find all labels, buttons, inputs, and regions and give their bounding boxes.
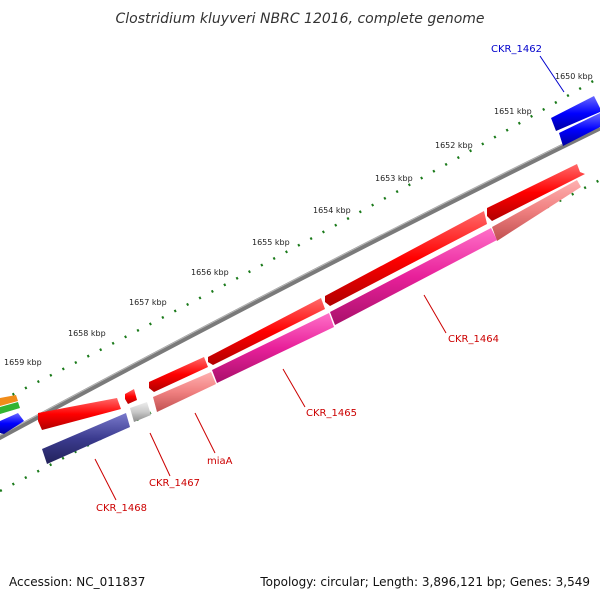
gene-ckr1462-reverse[interactable]	[559, 113, 600, 146]
gene-label-ckr1465[interactable]: CKR_1465	[306, 408, 357, 419]
leader-ckr1468	[94, 458, 117, 501]
gene-partial-green[interactable]	[0, 402, 20, 414]
gene-miaA-forward[interactable]	[149, 357, 208, 392]
gene-ckr1464-forward[interactable]	[325, 211, 487, 306]
gene-partial-orange[interactable]	[0, 395, 18, 406]
leader-ckr1465	[282, 368, 306, 408]
tick-label: 1657 kbp	[129, 298, 167, 307]
tick-label: 1658 kbp	[68, 329, 106, 338]
gene-label-ckr1462[interactable]: CKR_1462	[491, 44, 542, 55]
gene-label-ckr1468[interactable]: CKR_1468	[96, 503, 147, 514]
gene-ckr1463-reverse[interactable]	[492, 180, 581, 241]
leader-miaA	[194, 412, 216, 454]
gene-label-ckr1467[interactable]: CKR_1467	[149, 478, 200, 489]
tick-ring-outer	[0, 78, 596, 403]
tick-label: 1659 kbp	[4, 358, 42, 367]
gene-label-miaA[interactable]: miaA	[207, 456, 233, 467]
leader-ckr1467	[149, 432, 171, 477]
tick-label: 1650 kbp	[555, 72, 593, 81]
genome-backbone	[0, 125, 600, 441]
tick-label: 1655 kbp	[252, 238, 290, 247]
gene-ckr1465-forward[interactable]	[208, 298, 325, 365]
gene-ckr1467-reverse[interactable]	[130, 402, 151, 422]
gene-ckr1468-forward[interactable]	[38, 398, 121, 430]
leader-ckr1462	[539, 55, 565, 93]
leader-ckr1464	[423, 294, 447, 334]
summary-text: Topology: circular; Length: 3,896,121 bp…	[259, 575, 590, 589]
accession-text: Accession: NC_011837	[9, 575, 145, 589]
gene-partial-blue[interactable]	[0, 413, 24, 434]
gene-ckr1463-forward[interactable]	[487, 164, 585, 221]
gene-ckr1467-forward[interactable]	[125, 389, 137, 404]
tick-label: 1656 kbp	[191, 268, 229, 277]
tick-label: 1652 kbp	[435, 141, 473, 150]
gene-miaA-reverse[interactable]	[153, 372, 216, 412]
tick-label: 1653 kbp	[375, 174, 413, 183]
tick-label: 1654 kbp	[313, 206, 351, 215]
gene-ckr1465-reverse[interactable]	[212, 313, 334, 383]
tick-label: 1651 kbp	[494, 107, 532, 116]
gene-ckr1464-reverse[interactable]	[330, 228, 497, 325]
gene-ckr1462-forward[interactable]	[551, 96, 600, 131]
gene-ckr1468-reverse[interactable]	[42, 413, 130, 464]
map-title: Clostridium kluyveri NBRC 12016, complet…	[115, 11, 484, 27]
gene-label-ckr1464[interactable]: CKR_1464	[448, 334, 499, 345]
